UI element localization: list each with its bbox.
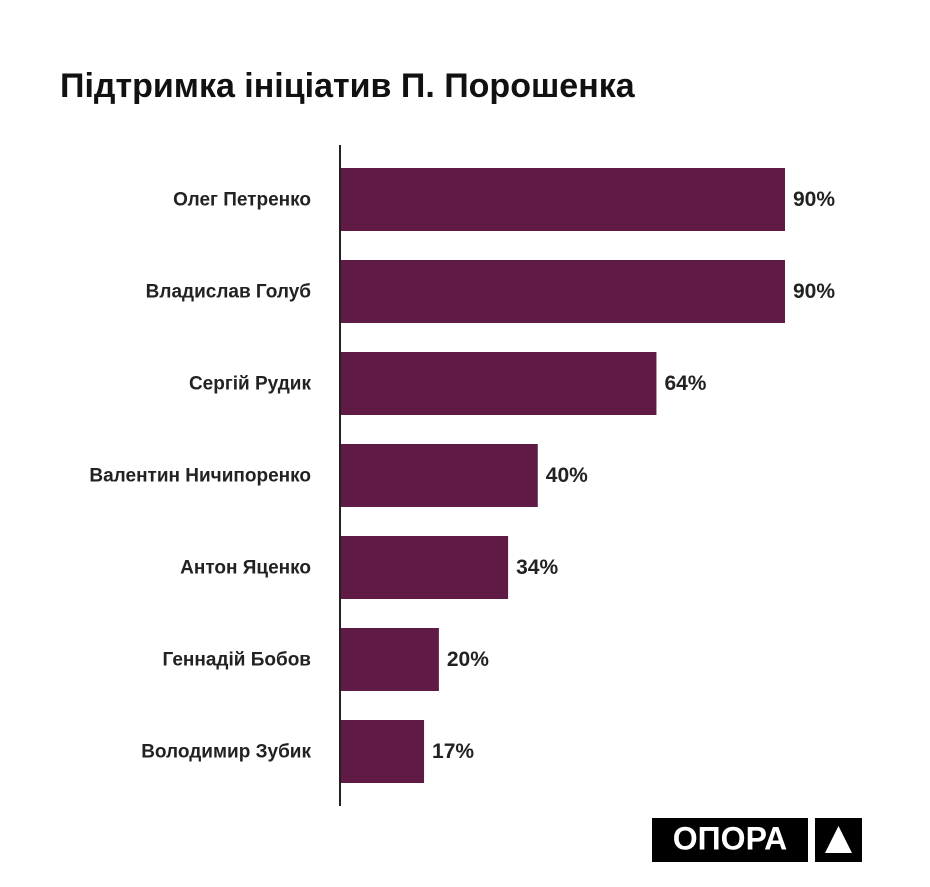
value-label: 90% xyxy=(793,188,835,211)
logo: ОПОРА xyxy=(652,818,862,862)
value-label: 90% xyxy=(793,280,835,303)
chart-title: Підтримка ініціатив П. Порошенка xyxy=(60,67,636,105)
category-label: Геннадій Бобов xyxy=(163,650,311,671)
bar xyxy=(341,260,785,323)
bar xyxy=(341,536,509,599)
bar xyxy=(341,720,425,783)
value-label: 64% xyxy=(664,372,706,395)
value-label: 40% xyxy=(546,464,588,487)
category-label: Володимир Зубик xyxy=(141,742,311,763)
category-label: Олег Петренко xyxy=(173,190,311,211)
bar xyxy=(341,628,439,691)
logo-text: ОПОРА xyxy=(673,820,787,856)
category-label: Сергій Рудик xyxy=(189,374,312,395)
logo-box xyxy=(652,818,808,862)
logo-triangle xyxy=(825,826,852,853)
category-label: Валентин Ничипоренко xyxy=(89,466,311,487)
category-label: Антон Яценко xyxy=(180,558,311,579)
category-label: Владислав Голуб xyxy=(146,282,311,303)
bar xyxy=(341,168,785,231)
bar xyxy=(341,352,657,415)
bar xyxy=(341,444,538,507)
value-label: 34% xyxy=(516,556,558,579)
value-label: 20% xyxy=(447,648,489,671)
value-label: 17% xyxy=(432,740,474,763)
